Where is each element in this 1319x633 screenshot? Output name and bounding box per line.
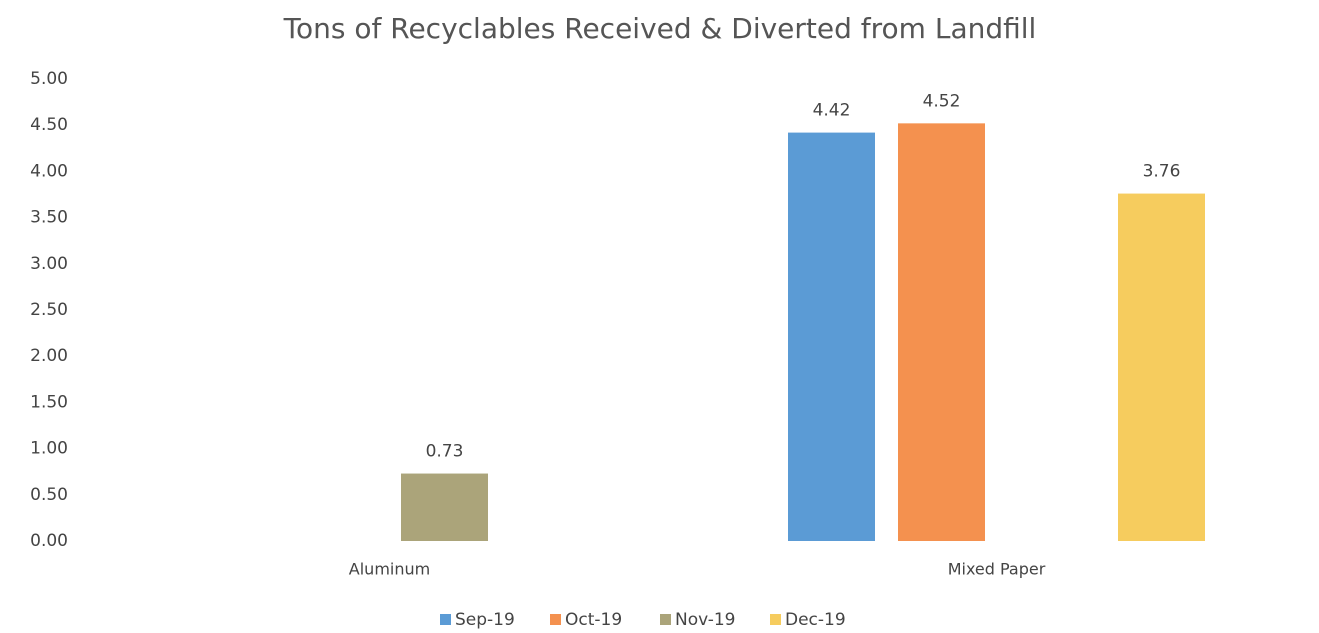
y-tick-label: 3.00 [30, 254, 68, 274]
chart-title: Tons of Recyclables Received & Diverted … [283, 12, 1037, 45]
bar [898, 123, 985, 542]
legend-label: Oct-19 [565, 610, 622, 630]
y-tick-label: 1.00 [30, 439, 68, 459]
legend-label: Dec-19 [785, 610, 846, 630]
legend-label: Nov-19 [675, 610, 736, 630]
bar [1118, 193, 1205, 542]
data-label: 3.76 [1143, 162, 1181, 182]
y-tick-label: 2.00 [30, 346, 68, 366]
data-label: 0.73 [426, 442, 464, 462]
legend-label: Sep-19 [455, 610, 515, 630]
bar [401, 473, 488, 541]
data-label: 4.52 [923, 91, 961, 111]
legend-swatch [660, 614, 671, 625]
bar [788, 132, 875, 542]
y-tick-label: 3.50 [30, 208, 68, 228]
y-tick-label: 0.50 [30, 485, 68, 505]
x-tick-label: Aluminum [349, 560, 430, 579]
y-tick-label: 5.00 [30, 69, 68, 89]
x-tick-label: Mixed Paper [948, 560, 1046, 579]
y-tick-label: 2.50 [30, 300, 68, 320]
legend-swatch [440, 614, 451, 625]
y-tick-label: 4.00 [30, 161, 68, 181]
y-tick-label: 0.00 [30, 531, 68, 551]
y-tick-label: 4.50 [30, 115, 68, 135]
data-label: 4.42 [813, 101, 851, 121]
legend-swatch [770, 614, 781, 625]
y-tick-label: 1.50 [30, 392, 68, 412]
legend-swatch [550, 614, 561, 625]
